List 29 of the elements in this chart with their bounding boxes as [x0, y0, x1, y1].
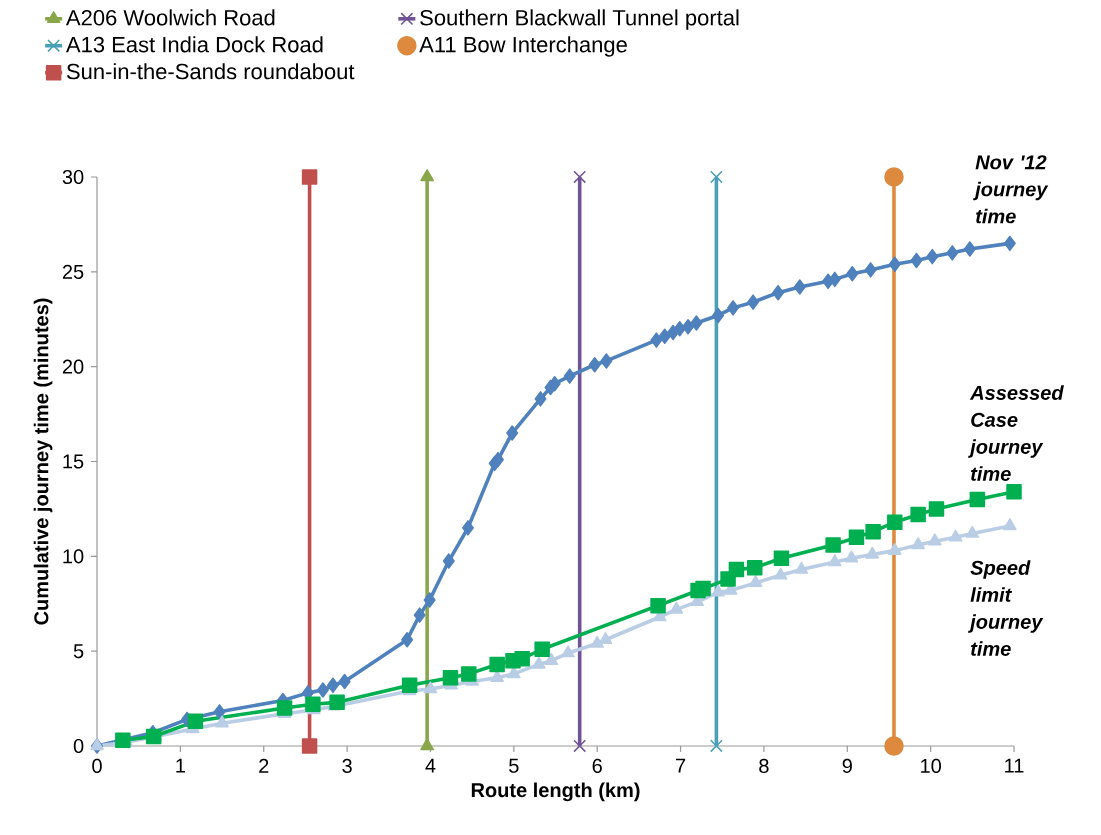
x-tick-label: 9 [842, 758, 852, 774]
legend-label: A206 Woolwich Road [65, 9, 275, 26]
annotation: Assessed Case journey time [968, 385, 1064, 481]
y-axis-title: Cumulative journey time (minutes) [33, 298, 53, 625]
annotation: Speed limit journey time [968, 560, 1044, 656]
x-tick-label: 6 [592, 758, 602, 774]
y-tick-label: 15 [63, 454, 84, 469]
x-tick-label: 1 [176, 758, 185, 773]
annotation: Nov '12 journey time [973, 155, 1049, 224]
x-tick-label: 5 [509, 758, 519, 773]
y-tick-label: 10 [63, 549, 84, 564]
y-tick-label: 5 [73, 644, 84, 659]
y-tick-label: 25 [62, 264, 84, 279]
x-tick-label: 0 [92, 758, 102, 774]
x-axis-title: Route length (km) [471, 782, 640, 802]
legend-label: Southern Blackwall Tunnel portal [420, 9, 739, 30]
x-tick-label: 10 [921, 758, 941, 774]
legend-label: A13 East India Dock Road [65, 36, 323, 53]
legend-label: A11 Bow Interchange [419, 36, 627, 57]
x-tick-label: 7 [676, 758, 686, 773]
legend-label: Sun-in-the-Sands roundabout [66, 63, 355, 80]
x-tick-label: 4 [425, 758, 436, 773]
x-tick-label: 2 [259, 758, 269, 773]
y-tick-label: 0 [73, 738, 84, 754]
x-tick-label: 3 [342, 758, 352, 774]
y-tick-label: 20 [62, 359, 84, 374]
y-tick-label: 30 [62, 169, 84, 185]
x-tick-label: 11 [1005, 758, 1024, 773]
x-tick-label: 8 [759, 758, 769, 774]
